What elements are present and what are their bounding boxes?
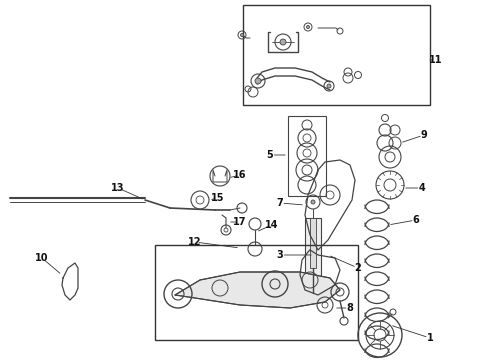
Text: 1: 1	[427, 333, 433, 343]
Circle shape	[280, 39, 286, 45]
Circle shape	[241, 33, 244, 36]
Text: 11: 11	[429, 55, 443, 65]
Text: 14: 14	[265, 220, 279, 230]
Bar	[310, 218, 316, 268]
Bar	[243, 5, 430, 105]
Text: 5: 5	[267, 150, 273, 160]
Text: 8: 8	[346, 303, 353, 313]
Circle shape	[327, 84, 331, 88]
Bar	[155, 245, 358, 340]
Circle shape	[255, 78, 261, 84]
Circle shape	[307, 26, 310, 28]
Bar	[305, 218, 321, 293]
Text: 7: 7	[277, 198, 283, 208]
Text: 9: 9	[420, 130, 427, 140]
Text: 10: 10	[35, 253, 49, 263]
Text: 13: 13	[111, 183, 125, 193]
Text: 12: 12	[188, 237, 202, 247]
Bar	[288, 116, 326, 196]
Text: 2: 2	[355, 263, 362, 273]
Text: 16: 16	[233, 170, 247, 180]
Text: 15: 15	[211, 193, 225, 203]
Text: 17: 17	[233, 217, 247, 227]
Circle shape	[311, 200, 315, 204]
Polygon shape	[175, 272, 340, 308]
Text: 6: 6	[413, 215, 419, 225]
Text: 3: 3	[277, 250, 283, 260]
Text: 4: 4	[418, 183, 425, 193]
